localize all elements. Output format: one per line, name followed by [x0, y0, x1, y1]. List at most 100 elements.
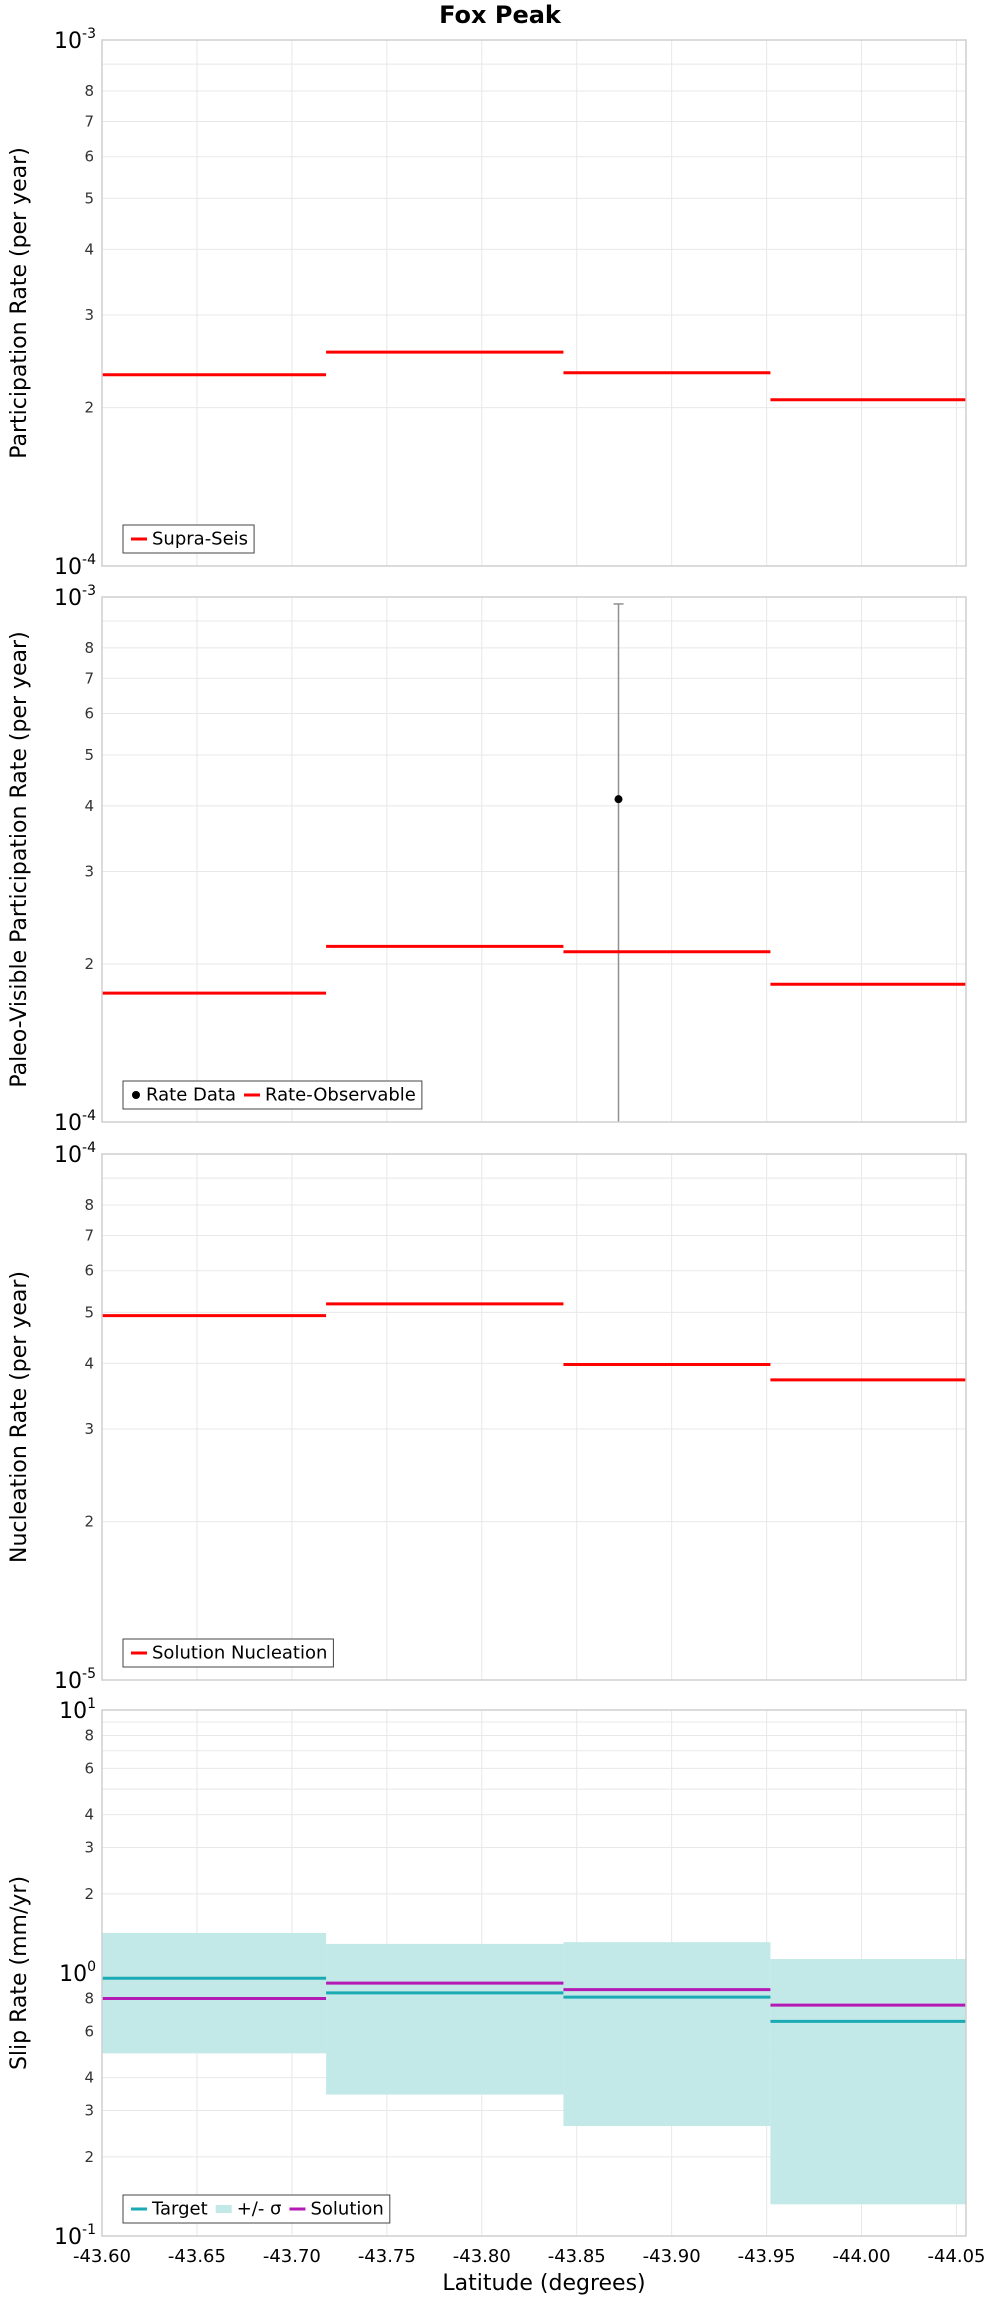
legend-label: Rate Data [146, 1085, 236, 1106]
legend-label: Supra-Seis [152, 529, 248, 550]
y-decade-label: 10-4 [54, 552, 96, 580]
y-decade-label: 10-4 [54, 1108, 96, 1136]
y-decade-label: 10-4 [54, 1140, 96, 1168]
plot-frame [101, 596, 967, 1123]
chart-panels: 8 7 6 5 4 3 2 10-3 10-4 Participation Rate (per y… [7, 26, 967, 2250]
y-tick-label: 3 [84, 2102, 94, 2120]
y-tick-label: 3 [84, 306, 94, 324]
x-tick-label: -43.85 [548, 2246, 606, 2267]
data-point [614, 795, 623, 804]
series-rate-data [613, 603, 624, 1122]
grid [101, 1154, 966, 1681]
grid [101, 597, 966, 1123]
x-tick-label: -44.00 [833, 2246, 891, 2267]
y-tick-label: 7 [84, 1226, 94, 1244]
y-tick-labels: 8 7 6 5 4 3 2 10-4 10-5 [54, 1140, 96, 1694]
y-decade-label: 10-5 [54, 1666, 96, 1694]
y-tick-label: 3 [84, 863, 94, 881]
x-tick-label: -43.70 [263, 2246, 321, 2267]
y-tick-label: 4 [84, 240, 94, 258]
legend-label: Target [151, 2199, 208, 2220]
y-tick-label: 8 [84, 639, 94, 657]
x-tick-label: -43.65 [168, 2246, 226, 2267]
y-tick-label: 8 [84, 1196, 94, 1214]
y-tick-label: 3 [84, 1839, 94, 1857]
y-tick-label: 5 [84, 189, 94, 207]
y-tick-label: 5 [84, 1303, 94, 1321]
sigma-band-segment [102, 1932, 327, 2054]
sigma-band-segment [326, 1943, 564, 2095]
legend: Rate Data Rate-Observable [122, 1080, 423, 1110]
y-tick-label: 2 [84, 955, 94, 973]
series- [102, 1932, 966, 2205]
y-tick-label: 4 [84, 1354, 94, 1372]
y-tick-label: 2 [84, 2148, 94, 2166]
y-tick-label: 8 [84, 1989, 94, 2007]
series-target [102, 1976, 966, 2023]
legend-swatch [215, 2205, 232, 2213]
plot-frame [101, 39, 967, 567]
y-tick-label: 6 [84, 704, 94, 722]
y-axis-label: Paleo-Visible Participation Rate (per ye… [7, 631, 32, 1087]
legend-label: Solution Nucleation [152, 1643, 327, 1664]
y-tick-label: 8 [84, 1726, 94, 1744]
x-axis-label: Latitude (degrees) [442, 2271, 645, 2296]
x-tick-label: -43.95 [738, 2246, 796, 2267]
chart-title: Fox Peak [439, 1, 562, 29]
legend-label: Solution [310, 2199, 383, 2220]
x-tick-label: -44.05 [927, 2246, 985, 2267]
legend-box [122, 2194, 391, 2224]
chart-panel-3: 8 7 6 5 4 3 2 10-4 10-5 Nucleation Rate (per year… [7, 1140, 967, 1694]
series-supra-seis [102, 350, 966, 402]
legend-label: +/- σ [237, 2199, 282, 2220]
y-tick-label: 7 [84, 669, 94, 687]
y-axis-label: Nucleation Rate (per year) [7, 1271, 32, 1563]
y-tick-label: 2 [84, 1513, 94, 1531]
legend-label: Rate-Observable [265, 1085, 416, 1106]
y-tick-label: 6 [84, 2022, 94, 2040]
y-tick-label: 8 [84, 82, 94, 100]
y-tick-labels: 8 7 6 5 4 3 2 10-3 10-4 [54, 583, 96, 1136]
plot-frame [101, 1153, 967, 1681]
y-tick-labels: 8 7 6 5 4 3 2 10-3 10-4 [54, 26, 96, 580]
legend: Supra-Seis [122, 524, 255, 554]
x-axis: -43.60 -43.65 -43.70 -43.75 -43.80 -43.85 -43.… [73, 2246, 986, 2267]
y-decade-label: 10-3 [54, 583, 96, 611]
chart-panel-4: 8 6 4 3 2 8 6 4 3 2 101 100 10-1 Slip Rate (mm/yr) Tar… [7, 1696, 967, 2250]
y-decade-label: 100 [59, 1959, 96, 1987]
x-tick-label: -43.60 [73, 2246, 131, 2267]
y-decade-label: 10-1 [54, 2222, 96, 2250]
y-tick-label: 4 [84, 797, 94, 815]
y-tick-label: 5 [84, 746, 94, 764]
chart-panel-1: 8 7 6 5 4 3 2 10-3 10-4 Participation Rate (per y… [7, 26, 967, 580]
y-decade-label: 101 [59, 1696, 96, 1724]
sigma-band-segment [563, 1942, 771, 2126]
sigma-band-segment [770, 1959, 966, 2205]
chart-panel-2: 8 7 6 5 4 3 2 10-3 10-4 Paleo-Visible Participati… [7, 583, 967, 1136]
y-tick-label: 7 [84, 112, 94, 130]
y-tick-label: 4 [84, 1806, 94, 1824]
y-tick-label: 6 [84, 1262, 94, 1280]
legend: Target +/- σ Solution [122, 2194, 391, 2224]
plot-frame [101, 1709, 967, 2237]
legend-box [122, 1080, 423, 1110]
y-tick-label: 6 [84, 148, 94, 166]
legend-box [122, 1638, 334, 1668]
y-tick-label: 2 [84, 1885, 94, 1903]
y-tick-label: 2 [84, 399, 94, 417]
x-tick-label: -43.75 [358, 2246, 416, 2267]
series-rate-observable [102, 944, 966, 995]
y-tick-label: 6 [84, 1759, 94, 1777]
x-tick-label: -43.90 [643, 2246, 701, 2267]
y-axis-label: Slip Rate (mm/yr) [7, 1876, 32, 2070]
legend: Solution Nucleation [122, 1638, 334, 1668]
y-tick-label: 4 [84, 2069, 94, 2087]
x-tick-label: -43.80 [453, 2246, 511, 2267]
legend-swatch [132, 1091, 140, 1099]
y-tick-labels: 8 6 4 3 2 8 6 4 3 2 101 100 10-1 [54, 1696, 96, 2250]
y-decade-label: 10-3 [54, 26, 96, 54]
series-solution [102, 1981, 966, 2007]
y-tick-label: 3 [84, 1420, 94, 1438]
y-axis-label: Participation Rate (per year) [7, 147, 32, 459]
